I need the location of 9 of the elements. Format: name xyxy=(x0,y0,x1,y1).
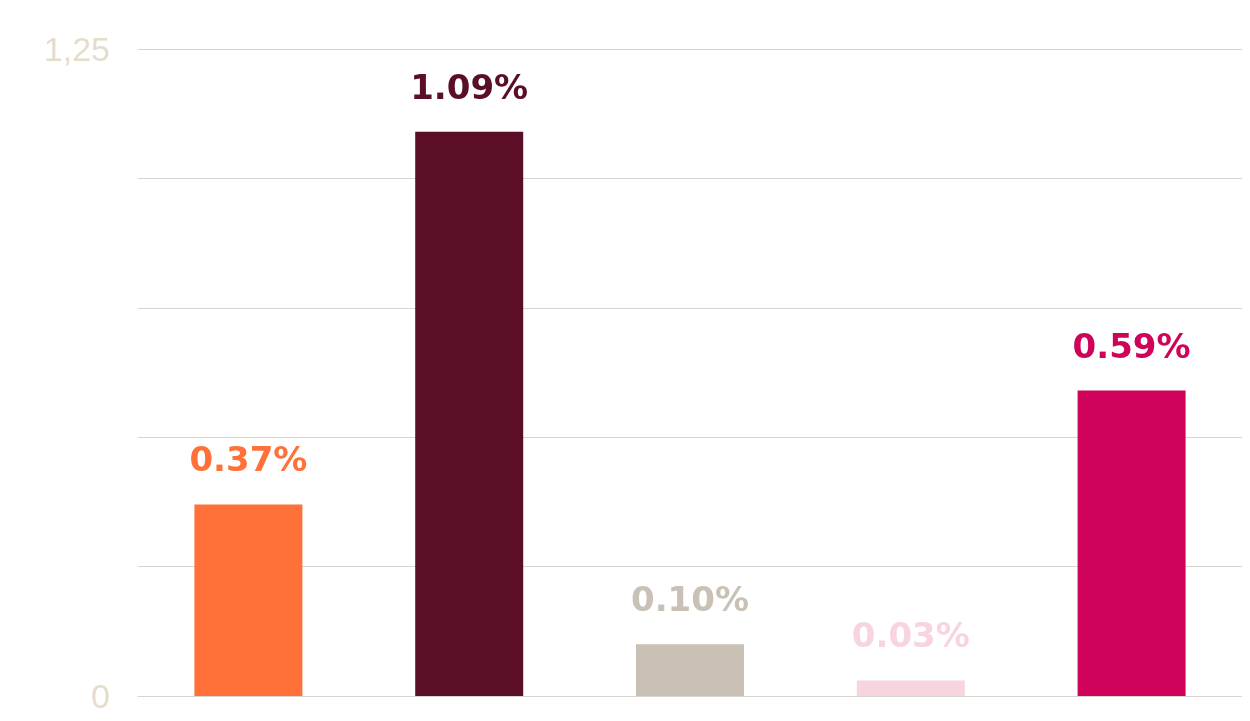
bar xyxy=(1077,390,1186,696)
data-label: 0.37% xyxy=(189,439,308,480)
data-label: 0.59% xyxy=(1072,325,1191,366)
data-label: 0.10% xyxy=(631,579,749,620)
bar xyxy=(636,644,744,696)
data-label: 1.09% xyxy=(410,66,529,107)
bar xyxy=(194,504,303,696)
bar xyxy=(415,131,524,696)
bar xyxy=(856,680,965,696)
